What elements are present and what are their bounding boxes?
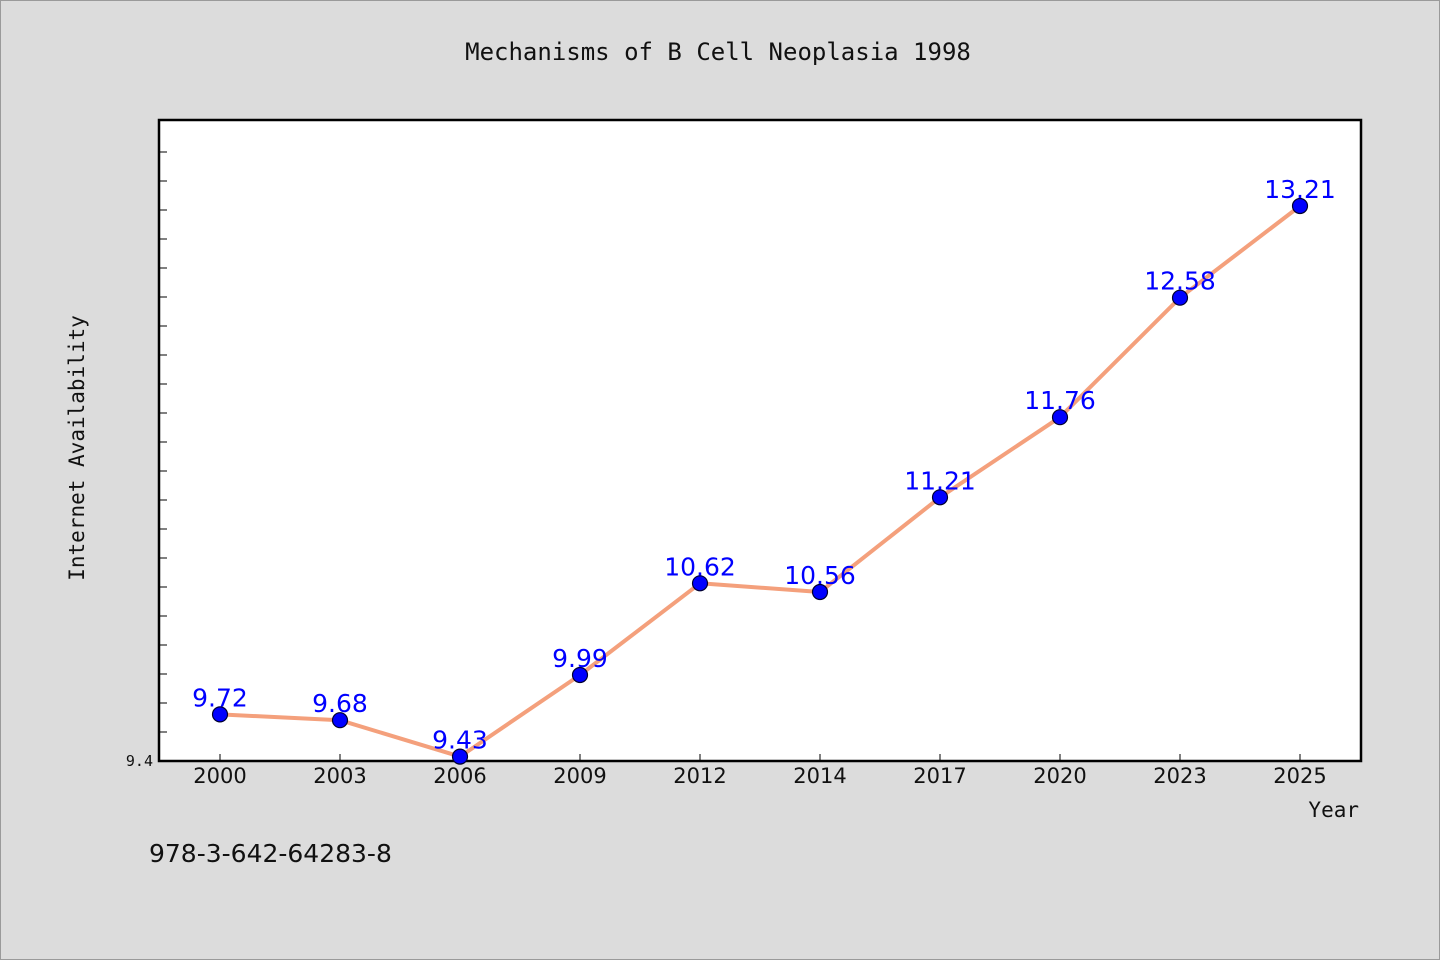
plot-area [157, 118, 1363, 763]
data-point [1051, 409, 1069, 426]
data-label: 10.56 [784, 561, 856, 590]
x-tick-label: 2006 [433, 764, 486, 788]
x-tick-label: 2020 [1033, 764, 1086, 788]
data-label: 10.62 [664, 552, 736, 581]
data-point [931, 489, 949, 506]
x-tick-label: 2003 [313, 764, 366, 788]
data-label: 9.99 [552, 644, 608, 673]
series-line [219, 204, 1302, 759]
chart-title: Mechanisms of B Cell Neoplasia 1998 [465, 38, 971, 66]
x-tick-label: 2023 [1153, 764, 1206, 788]
x-tick-label: 2014 [793, 764, 846, 788]
y-axis-label: Internet Availability [65, 315, 89, 581]
isbn-text: 978-3-642-64283-8 [149, 839, 392, 868]
data-point [331, 712, 349, 729]
x-tick-label: 2009 [553, 764, 606, 788]
data-point [1291, 197, 1309, 215]
data-label: 11.21 [904, 466, 976, 495]
data-label: 9.72 [192, 683, 248, 712]
data-series: 9.72 9.68 9.43 9.99 10.62 10.56 11.21 11.76 12.5… [192, 175, 1336, 765]
x-axis-label: Year [1308, 798, 1359, 822]
data-point [691, 575, 709, 592]
x-axis-ticks [219, 754, 1301, 761]
y-minor-ticks [159, 151, 167, 733]
data-label: 9.68 [312, 689, 368, 718]
x-tick-labels: 2000 2003 2006 2009 2012 2014 2017 2020 2023 2025 [193, 764, 1326, 788]
data-label: 9.43 [432, 726, 488, 755]
data-point [1171, 289, 1189, 306]
x-tick-label: 2017 [913, 764, 966, 788]
x-tick-label: 2012 [673, 764, 726, 788]
data-point [451, 748, 469, 765]
data-label: 12.58 [1144, 267, 1216, 296]
y-tick-label: 9.4 [126, 752, 153, 770]
data-point [211, 706, 229, 723]
x-tick-label: 2000 [193, 764, 246, 788]
data-label: 11.76 [1024, 386, 1096, 415]
x-tick-label: 2025 [1273, 764, 1326, 788]
data-label: 13.21 [1264, 175, 1336, 204]
data-point [571, 666, 589, 684]
data-point [811, 583, 829, 601]
